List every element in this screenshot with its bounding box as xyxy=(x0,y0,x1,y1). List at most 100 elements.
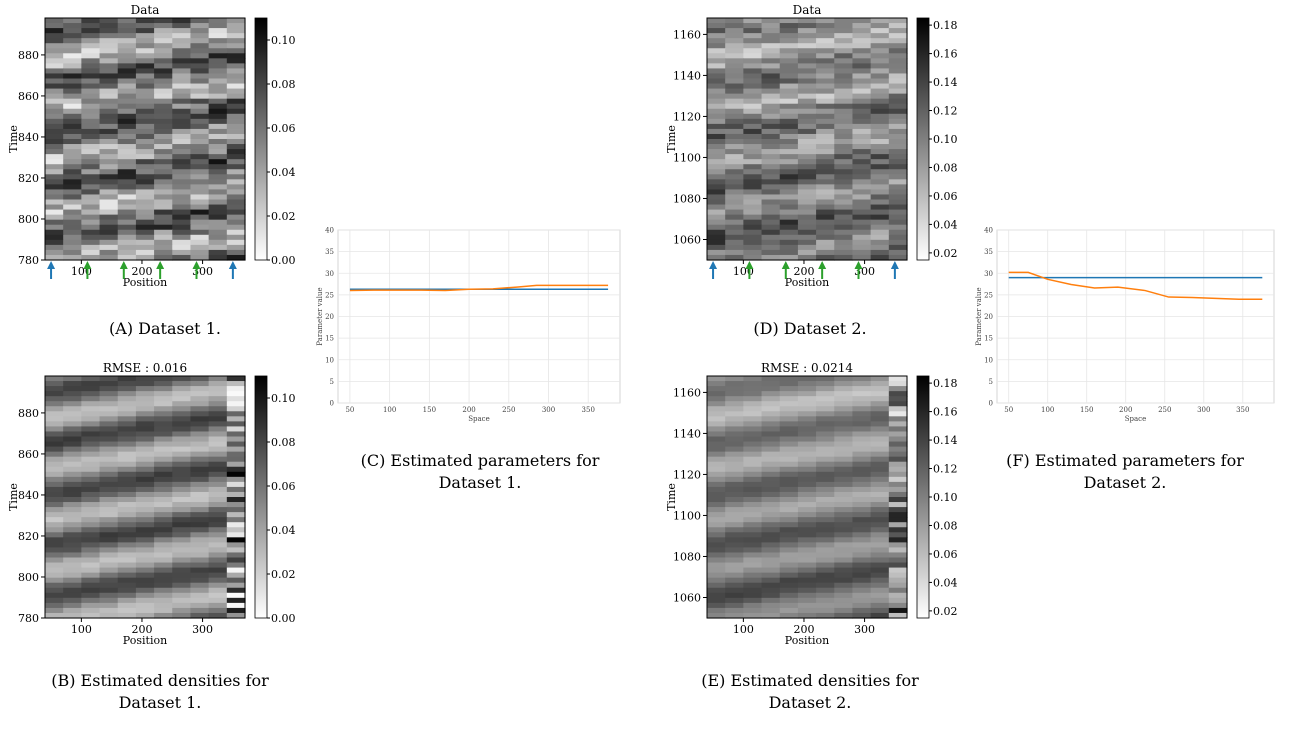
heatmap-cell xyxy=(226,159,246,165)
heatmap-cell xyxy=(797,451,817,458)
heatmap-cell xyxy=(816,607,835,614)
heatmap-cell xyxy=(779,169,799,175)
heatmap-cell xyxy=(797,502,817,508)
heatmap-cell xyxy=(834,517,854,523)
heatmap-cell xyxy=(870,108,890,115)
heatmap-cell xyxy=(743,451,763,458)
heatmap-cell xyxy=(226,552,246,559)
heatmap-cell xyxy=(725,491,744,498)
heatmap-cell xyxy=(45,406,64,412)
heatmap-cell xyxy=(99,88,119,95)
heatmap-cell xyxy=(63,93,82,100)
heatmap-cell xyxy=(208,542,228,549)
heatmap-cell xyxy=(725,557,744,564)
heatmap-cell xyxy=(725,199,744,206)
heatmap-cell xyxy=(154,53,173,59)
y-axis-label: Time xyxy=(665,483,678,511)
heatmap-cell xyxy=(779,113,799,120)
heatmap-cell xyxy=(870,416,890,422)
heatmap-cell xyxy=(45,229,64,236)
y-tick-label: 780 xyxy=(18,254,39,267)
heatmap-cell xyxy=(870,128,890,135)
heatmap-cell xyxy=(190,592,210,599)
y-tick-label: 1140 xyxy=(673,427,701,440)
heatmap-cell xyxy=(45,108,64,115)
heatmap-cell xyxy=(743,184,763,191)
heatmap-cell xyxy=(870,28,890,34)
colorbar-tick-label: 0.06 xyxy=(271,122,296,135)
heatmap-cell xyxy=(45,497,64,503)
heatmap-cell xyxy=(63,582,82,589)
heatmap-cell xyxy=(99,43,119,49)
heatmap-cell xyxy=(870,517,890,523)
heatmap-cell xyxy=(870,401,890,407)
heatmap-cell xyxy=(226,592,246,599)
heatmap-cell xyxy=(208,53,228,59)
heatmap-cell xyxy=(743,597,763,604)
heatmap-cell xyxy=(797,517,817,523)
heatmap-cell xyxy=(797,577,817,584)
heatmap-cell xyxy=(852,396,872,402)
heatmap-cell xyxy=(779,149,799,155)
heatmap-cell xyxy=(63,567,82,574)
heatmap-cell xyxy=(888,582,908,589)
heatmap-cell xyxy=(852,426,872,433)
heatmap-cell xyxy=(852,164,872,170)
heatmap-cell xyxy=(797,254,817,261)
heatmap-cell xyxy=(816,436,835,443)
heatmap-cell xyxy=(779,38,799,44)
heatmap-cell xyxy=(190,229,210,236)
heatmap-cell xyxy=(45,209,64,216)
heatmap-cell xyxy=(208,219,228,226)
heatmap-cell xyxy=(63,68,82,75)
heatmap-cell xyxy=(779,144,799,150)
heatmap-cell xyxy=(852,557,872,564)
heatmap-cell xyxy=(870,214,890,221)
heatmap-cell xyxy=(852,562,872,569)
heatmap-cell xyxy=(725,53,744,59)
heatmap-cell xyxy=(190,219,210,226)
heatmap-cell xyxy=(190,597,210,604)
heatmap-cell xyxy=(172,88,192,95)
heatmap-cell xyxy=(725,174,744,180)
heatmap-cell xyxy=(888,23,908,29)
heatmap-cell xyxy=(888,471,908,478)
heatmap-cell xyxy=(45,33,64,39)
heatmap-cell xyxy=(834,28,854,34)
colorbar-tick-label: 0.00 xyxy=(271,612,296,625)
heatmap-cell xyxy=(208,38,228,44)
heatmap-cell xyxy=(226,113,246,120)
heatmap-cell xyxy=(888,169,908,175)
heatmap-cell xyxy=(135,229,155,236)
heatmap-cell xyxy=(135,244,155,251)
heatmap-cell xyxy=(45,607,64,614)
heatmap-cell xyxy=(852,547,872,554)
heatmap-cell xyxy=(81,537,101,543)
heatmap-cell xyxy=(63,169,82,175)
heatmap-cell xyxy=(834,128,854,135)
heatmap-cell xyxy=(816,204,835,211)
heatmap-cell xyxy=(172,184,192,191)
heatmap-cell xyxy=(154,406,173,412)
heatmap-cell xyxy=(816,53,835,59)
heatmap-cell xyxy=(99,557,119,564)
heatmap-cell xyxy=(707,68,726,75)
heatmap-cell xyxy=(99,602,119,609)
heatmap-cell xyxy=(834,209,854,216)
heatmap-cell xyxy=(743,73,763,80)
heatmap-cell xyxy=(779,254,799,261)
x-tick-label: 250 xyxy=(502,406,515,414)
heatmap-cell xyxy=(797,456,817,463)
heatmap-cell xyxy=(816,103,835,110)
heatmap-cell xyxy=(81,103,101,110)
heatmap-cell xyxy=(190,587,210,594)
heatmap-cell xyxy=(190,471,210,478)
heatmap-cell xyxy=(779,118,799,125)
heatmap-cell xyxy=(190,33,210,39)
heatmap-cell xyxy=(154,28,173,34)
heatmap-cell xyxy=(707,48,726,54)
x-tick-label: 300 xyxy=(854,623,875,636)
heatmap-cell xyxy=(117,572,137,579)
heatmap-cell xyxy=(834,376,854,382)
heatmap-cell xyxy=(117,128,137,135)
